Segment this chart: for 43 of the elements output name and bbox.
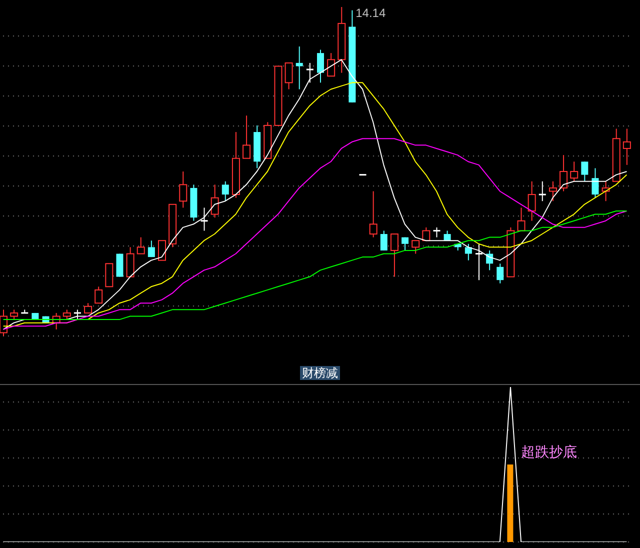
candlestick [242,115,251,159]
candlestick [548,180,557,202]
candlestick [592,168,599,198]
candlestick [116,253,124,278]
candlestick [84,302,92,314]
candlestick [570,161,578,182]
candlestick [538,180,546,202]
candlestick [412,240,420,254]
candlestick [148,240,155,258]
candlestick [74,309,81,320]
candlestick [222,180,229,202]
candlestick [517,207,526,232]
candlestick [369,190,378,238]
candlestick [528,180,536,222]
candlestick [622,128,631,166]
candlestick [306,62,314,84]
candlestick [476,243,482,281]
annotation: 超跌抄底 [521,444,578,460]
candlestick [317,49,324,84]
candlestick [158,240,166,261]
candlestick [327,52,336,77]
candlestick [560,154,568,192]
candlestick [496,263,504,284]
candlestick [433,226,440,238]
candlestick [136,236,145,254]
candlestick [62,309,71,320]
candlestick [284,62,293,90]
candlestick [390,234,398,278]
candlestick [464,243,472,261]
candlestick [10,309,18,320]
candlestick [105,263,114,288]
candlestick [210,184,219,218]
candlestick [179,171,188,208]
candlestick [581,161,588,182]
candlestick [402,236,409,251]
candlestick [94,286,103,304]
chart-title: 财榜减 [300,366,340,380]
candlestick [380,230,388,251]
annotation: 14.14 [356,6,386,20]
candlestick [200,207,208,232]
candlestick [296,46,303,90]
candlestick [422,226,430,242]
candlestick [126,246,134,278]
